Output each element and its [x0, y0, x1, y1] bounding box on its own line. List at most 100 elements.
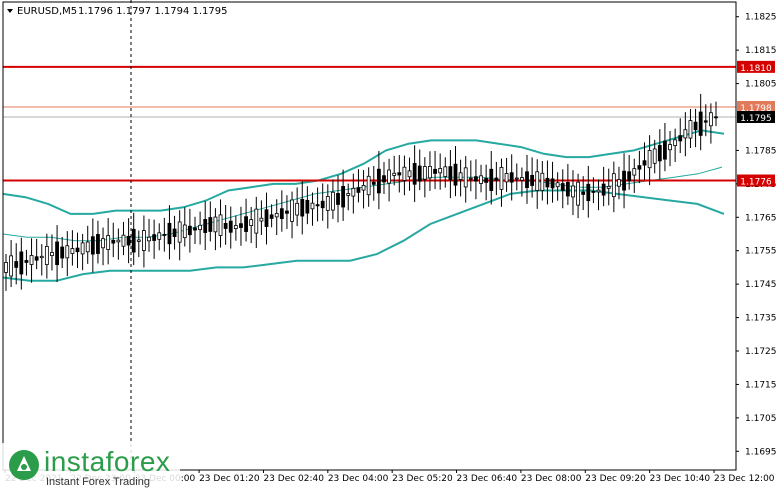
candle-body: [382, 175, 386, 183]
candle-body: [693, 121, 698, 131]
level-tag-label: 1.1810: [740, 64, 772, 74]
candle-body: [14, 261, 19, 268]
candle-body: [397, 172, 402, 176]
level-tag-1.1776: [737, 174, 775, 187]
candle-body: [65, 245, 70, 259]
candle-body: [576, 181, 580, 206]
price-tick-label: 1.1785: [745, 146, 777, 156]
candle-body: [187, 225, 192, 236]
candle-body: [458, 172, 463, 180]
candle-body: [428, 165, 432, 179]
level-tag-1.1810: [737, 60, 775, 73]
triangle-down-icon[interactable]: [7, 9, 13, 13]
watermark: instaforex Instant Forex Trading: [0, 443, 180, 489]
candle-body: [177, 221, 182, 243]
candle-body: [259, 217, 264, 222]
candle-body: [376, 168, 381, 194]
candle-body: [193, 227, 197, 231]
candle-body: [509, 172, 514, 183]
time-tick-label: 23 Dec 04:00: [328, 474, 389, 484]
candle-body: [269, 214, 274, 219]
candle-body: [402, 166, 407, 181]
candle-body: [412, 163, 417, 185]
candle-body: [44, 246, 49, 265]
candle-body: [351, 187, 356, 197]
candle-body: [494, 177, 499, 181]
candle-body: [50, 252, 54, 256]
time-tick-label: 23 Dec 06:40: [457, 474, 518, 484]
candle-body: [325, 196, 330, 211]
candle-body: [555, 182, 560, 188]
chart-symbol: EURUSD,M5: [17, 6, 77, 17]
candle-body: [9, 255, 14, 277]
candle-body: [647, 150, 652, 169]
candle-body: [239, 223, 243, 228]
candle-body: [683, 129, 688, 139]
candle-body: [366, 175, 371, 196]
candle-body: [433, 168, 437, 174]
candle-body: [652, 148, 657, 164]
candle-body: [453, 163, 458, 186]
price-tick-label: 1.1695: [745, 447, 777, 457]
candle-body: [203, 219, 208, 233]
candle-body: [223, 223, 228, 229]
candle-body: [504, 173, 509, 183]
candle-body: [142, 230, 146, 251]
candle-body: [162, 234, 167, 236]
candle-body: [136, 239, 141, 242]
candle-body: [233, 225, 238, 230]
candle-body: [474, 176, 478, 182]
price-tick-label: 1.1755: [745, 247, 777, 257]
candle-body: [540, 172, 545, 191]
candle-body: [642, 160, 647, 166]
candle-body: [581, 191, 586, 195]
candle-body: [678, 135, 683, 142]
candles: [4, 93, 718, 291]
candle-body: [632, 168, 637, 176]
candle-body: [172, 228, 177, 237]
candle-body: [315, 204, 320, 207]
candle-body: [90, 236, 95, 255]
candle-body: [75, 247, 80, 253]
level-tag-1.1795: [737, 111, 775, 123]
time-tick-label: 23 Dec 02:40: [263, 474, 324, 484]
candle-body: [622, 170, 626, 191]
candle-body: [479, 175, 483, 184]
candle-body: [714, 116, 718, 119]
candle-body: [611, 173, 616, 197]
candle-body: [305, 199, 310, 214]
candle-body: [627, 171, 632, 182]
price-tick-label: 1.1745: [745, 280, 777, 290]
candle-body: [121, 234, 126, 247]
candle-body: [300, 198, 305, 217]
candle-body: [341, 186, 346, 208]
candle-body: [310, 202, 315, 210]
candle-body: [96, 234, 100, 254]
candle-body: [285, 210, 289, 214]
candle-body: [346, 193, 351, 196]
price-tick-label: 1.1715: [745, 380, 777, 390]
candle-body: [407, 170, 412, 178]
level-tag-1.1798: [737, 100, 775, 113]
candle-body: [708, 112, 713, 127]
chart-ohlc: 1.1796 1.1797 1.1794 1.1795: [78, 6, 228, 17]
candle-body: [422, 166, 427, 180]
candle-body: [387, 169, 391, 184]
candle-body: [443, 166, 448, 177]
time-tick-label: 23 Dec 09:20: [585, 474, 646, 484]
candle-body: [438, 168, 443, 174]
candle-body: [264, 209, 269, 227]
candle-body: [565, 181, 570, 197]
candle-body: [182, 224, 187, 239]
level-tag-label: 1.1795: [740, 114, 772, 124]
watermark-brand: instaforex: [44, 446, 171, 477]
price-tick-label: 1.1815: [745, 46, 777, 56]
candle-body: [545, 177, 550, 188]
candle-body: [29, 255, 34, 265]
level-tag-label: 1.1798: [740, 104, 772, 114]
candle-body: [663, 140, 667, 160]
price-tick-label: 1.1735: [745, 314, 777, 324]
candle-body: [525, 171, 529, 188]
candle-body: [111, 239, 116, 244]
time-tick-label: 23 Dec 05:20: [392, 474, 453, 484]
